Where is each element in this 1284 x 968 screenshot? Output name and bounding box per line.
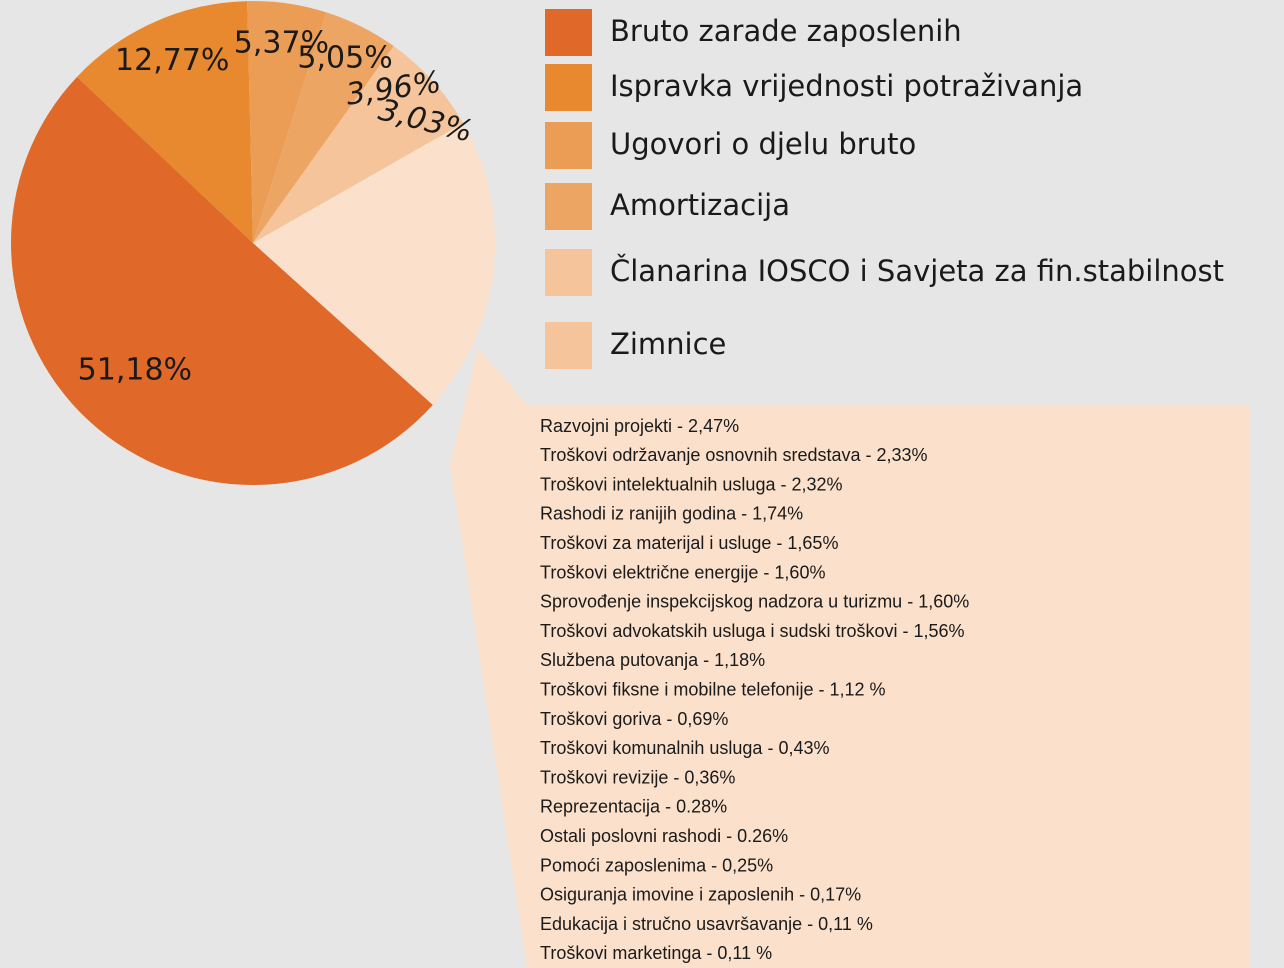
pie-slice [77, 1, 253, 244]
legend-swatch [545, 249, 592, 296]
other-item: Osiguranja imovine i zaposlenih - 0,17% [540, 885, 861, 905]
value-label: 5,37% [234, 26, 329, 61]
pie-slice-other [253, 243, 436, 404]
other-item: Edukacija i stručno usavršavanje - 0,11 … [540, 914, 873, 934]
other-item: Troškovi za materijal i usluge - 1,65% [540, 533, 838, 553]
other-item: Troškovi marketinga - 0,11 % [540, 943, 772, 963]
pie-slice-other [253, 243, 474, 359]
pie-slice [253, 12, 394, 244]
legend-swatch [545, 122, 592, 169]
pie-slice-other [253, 243, 457, 382]
legend-label: Članarina IOSCO i Savjeta za fin.stabiln… [610, 254, 1224, 288]
other-item: Službena putovanja - 1,18% [540, 650, 765, 670]
pie-slice-other [253, 243, 495, 275]
pie-slice [253, 86, 464, 244]
other-item: Troškovi intelektualnih usluga - 2,32% [540, 474, 843, 494]
pie-slice-other [253, 243, 440, 401]
pie-slice-other [253, 243, 482, 344]
pie-slice-other [253, 156, 490, 243]
pie-slice-other [253, 243, 466, 374]
other-item: Troškovi komunalnih usluga - 0,43% [540, 738, 829, 758]
other-item: Sprovođenje inspekcijskog nadzora u turi… [540, 592, 969, 612]
pie-slice [247, 1, 327, 244]
pie-slice-other [253, 224, 495, 251]
pie-slice-other [253, 243, 452, 388]
pie-slice-other [253, 243, 489, 322]
legend-swatch [545, 183, 592, 230]
other-item: Razvojni projekti - 2,47% [540, 416, 739, 436]
pie-slice-other [253, 189, 495, 243]
legend-label: Ugovori o djelu bruto [610, 127, 916, 161]
legend-swatch [545, 9, 592, 56]
other-item: Troškovi revizije - 0,36% [540, 767, 735, 787]
pie-slice [253, 46, 438, 244]
legend-label: Ispravka vrijednosti potraživanja [610, 69, 1083, 103]
pie-slice-other [253, 243, 437, 403]
pie-slice [10, 76, 433, 486]
value-label: 51,18% [78, 353, 192, 388]
other-item: Pomoći zaposlenima - 0,25% [540, 855, 773, 875]
pie-slice-other [253, 243, 448, 392]
pie-slice-other [253, 243, 434, 405]
other-item: Reprezentacija - 0.28% [540, 797, 727, 817]
legend-label: Amortizacija [610, 188, 790, 222]
other-item: Troškovi fiksne i mobilne telefonije - 1… [540, 679, 886, 699]
pie-slice-other [253, 243, 445, 395]
legend-label: Zimnice [610, 327, 726, 361]
legend-label: Bruto zarade zaposlenih [610, 14, 962, 48]
legend-swatch [545, 322, 592, 369]
pie-slice-other [253, 123, 480, 243]
callout-box [450, 348, 1250, 968]
other-item: Ostali poslovni rashodi - 0.26% [540, 826, 788, 846]
other-item: Rashodi iz ranijih godina - 1,74% [540, 504, 803, 524]
other-item: Troškovi advokatskih usluga i sudski tro… [540, 621, 965, 641]
pie-slice-other [253, 243, 442, 398]
other-item: Troškovi goriva - 0,69% [540, 709, 728, 729]
other-item: Troškovi održavanje osnovnih sredstava -… [540, 445, 928, 465]
legend-swatch [545, 64, 592, 111]
value-label: 5,05% [297, 41, 392, 76]
other-item: Troškovi električne energije - 1,60% [540, 562, 825, 582]
pie-slice-other [253, 243, 493, 299]
value-label: 12,77% [115, 43, 229, 78]
